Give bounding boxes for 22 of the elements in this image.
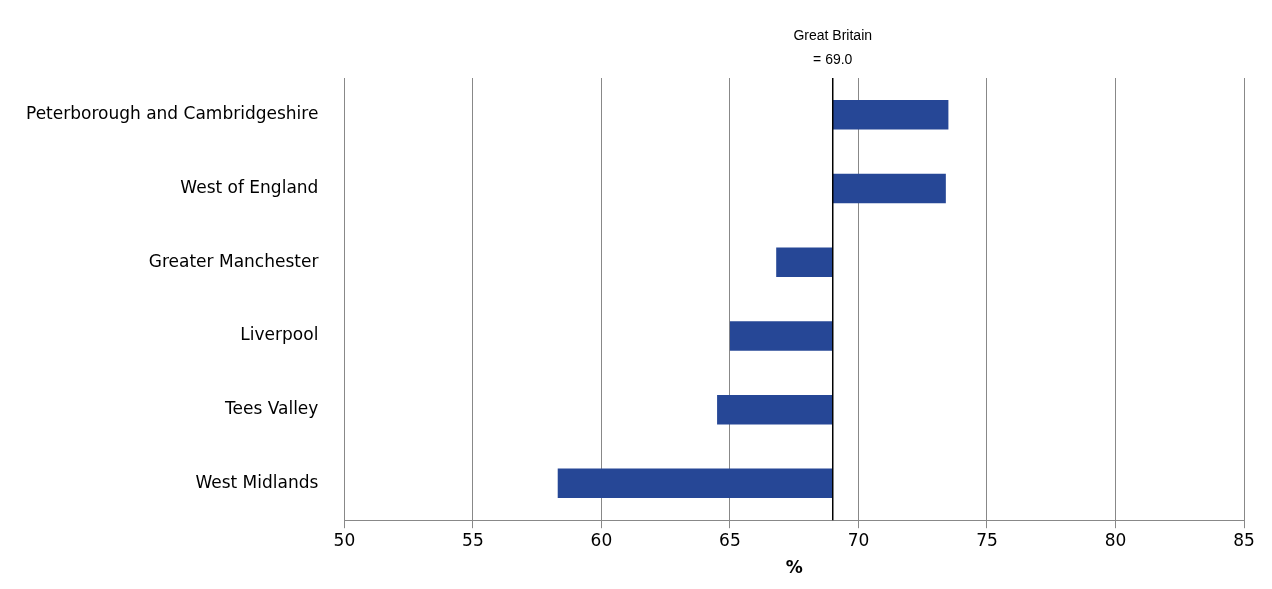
bar bbox=[832, 100, 949, 130]
bar bbox=[717, 394, 833, 425]
x-tick-label: 80 bbox=[1104, 529, 1127, 550]
x-tick-label: 50 bbox=[333, 529, 356, 550]
x-tick-label: 75 bbox=[976, 529, 998, 550]
x-tick-label: 65 bbox=[719, 529, 741, 550]
y-tick-label: West of England bbox=[180, 176, 319, 197]
bar bbox=[557, 468, 833, 499]
bar bbox=[832, 173, 946, 204]
x-tick-label: 55 bbox=[462, 529, 484, 550]
y-tick-label: Liverpool bbox=[240, 324, 319, 345]
x-axis-title: % bbox=[785, 557, 803, 578]
x-tick-label: 60 bbox=[590, 529, 613, 550]
x-tick-label: 70 bbox=[847, 529, 870, 550]
y-tick-label: Peterborough and Cambridgeshire bbox=[25, 103, 319, 124]
bar bbox=[776, 247, 833, 277]
y-tick-label: West Midlands bbox=[195, 471, 319, 492]
y-tick-label: Greater Manchester bbox=[148, 250, 319, 271]
x-tick-label: 85 bbox=[1233, 529, 1255, 550]
ref-line-label: Great Britain = 69.0 bbox=[793, 27, 873, 67]
bar bbox=[729, 321, 833, 351]
y-tick-label: Tees Valley bbox=[224, 398, 319, 419]
